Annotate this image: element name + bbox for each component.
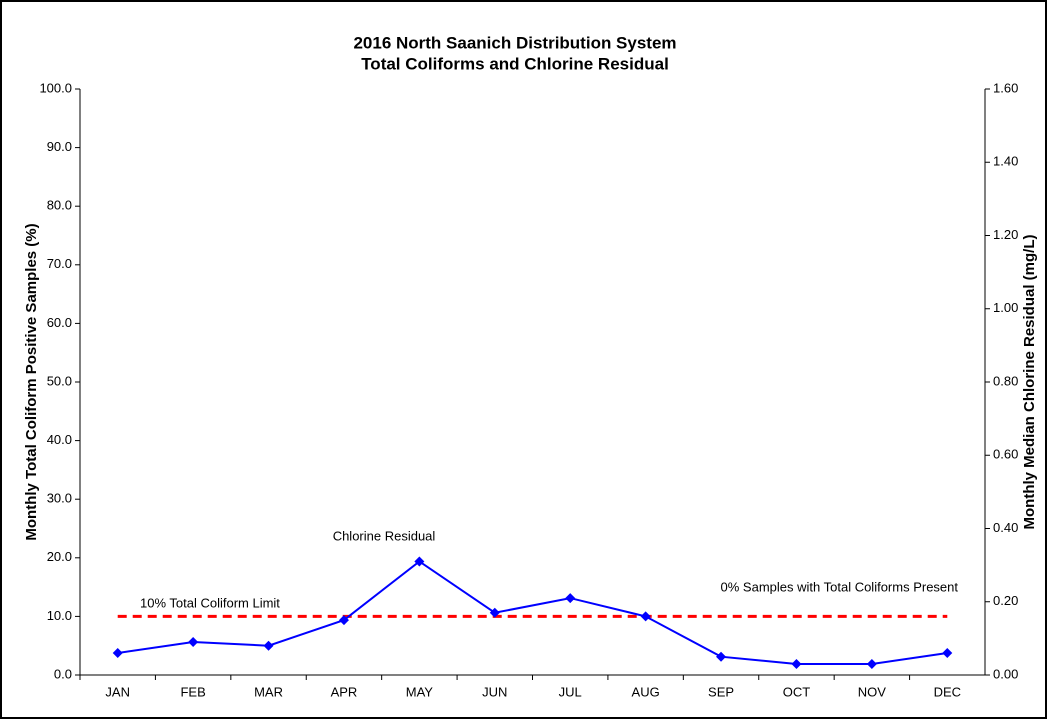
x-tick-label: NOV [858,684,887,699]
marker [866,659,877,670]
y-tick-label: 30.0 [47,491,72,506]
x-tick-label: AUG [632,684,660,699]
y-tick-label: 80.0 [47,198,72,213]
y2-tick-label: 1.40 [993,154,1018,169]
y2-axis-label: Monthly Median Chlorine Residual (mg/L) [1021,234,1038,529]
annotation: 0% Samples with Total Coliforms Present [721,579,959,594]
x-tick-label: APR [331,684,358,699]
x-tick-label: OCT [783,684,811,699]
y2-tick-label: 0.40 [993,520,1018,535]
marker [489,607,500,618]
marker [565,593,576,604]
marker [112,648,123,659]
y-tick-label: 20.0 [47,549,72,564]
marker [263,640,274,651]
y-tick-label: 90.0 [47,139,72,154]
y-tick-label: 0.0 [54,666,72,681]
y-tick-label: 100.0 [39,80,72,95]
x-tick-label: MAY [406,684,434,699]
marker [716,651,727,662]
y-tick-label: 10.0 [47,608,72,623]
y-tick-label: 70.0 [47,256,72,271]
y2-tick-label: 0.60 [993,447,1018,462]
y-tick-label: 50.0 [47,373,72,388]
y-tick-label: 40.0 [47,432,72,447]
y2-tick-label: 1.60 [993,80,1018,95]
series-line [117,560,948,666]
x-tick-label: MAR [254,684,283,699]
series-label: 10% Total Coliform Limit [140,595,280,610]
chart-title: 2016 North Saanich Distribution System [353,33,676,52]
y2-tick-label: 0.20 [993,593,1018,608]
y-tick-label: 60.0 [47,315,72,330]
y2-tick-label: 1.20 [993,227,1018,242]
x-tick-label: JAN [105,684,130,699]
marker [791,659,802,670]
y2-tick-label: 0.00 [993,666,1018,681]
marker [188,637,199,648]
y2-tick-label: 1.00 [993,300,1018,315]
marker [640,611,651,622]
marker [338,615,349,626]
series-label: Chlorine Residual [333,528,436,543]
x-tick-label: JUL [559,684,582,699]
y2-tick-label: 0.80 [993,373,1018,388]
x-tick-label: DEC [934,684,961,699]
marker [414,556,425,567]
chart-subtitle: Total Coliforms and Chlorine Residual [361,54,669,73]
marker [942,648,953,659]
y-axis-label: Monthly Total Coliform Positive Samples … [23,223,40,540]
x-tick-label: SEP [708,684,734,699]
x-tick-label: FEB [180,684,205,699]
x-tick-label: JUN [482,684,507,699]
